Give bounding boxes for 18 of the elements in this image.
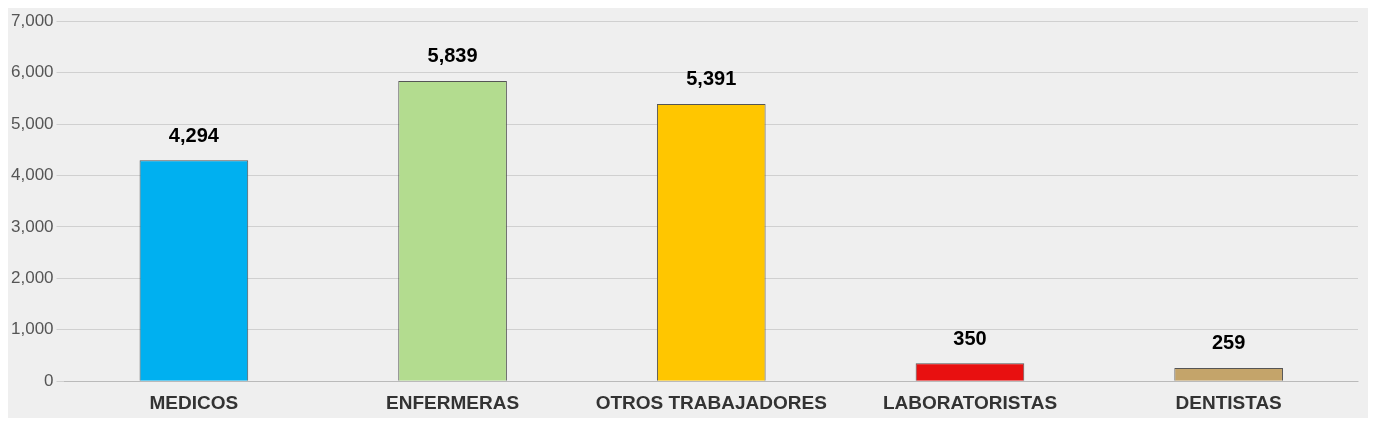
data-label: 5,391 <box>686 67 737 90</box>
x-tick-label: ENFERMERAS <box>386 391 520 413</box>
x-tick-label: OTROS TRABAJADORES <box>595 391 827 413</box>
y-tick-label: 7,000 <box>10 10 54 30</box>
x-tick-label: MEDICOS <box>149 391 239 413</box>
y-tick-label: 6,000 <box>10 62 54 82</box>
y-tick-label: 1,000 <box>10 319 54 339</box>
y-tick-label: 0 <box>44 370 54 390</box>
x-tick-label: DENTISTAS <box>1175 391 1282 413</box>
y-tick-label: 2,000 <box>10 268 54 288</box>
data-label: 259 <box>1211 331 1246 354</box>
data-label: 5,839 <box>427 44 478 67</box>
data-label: 350 <box>953 326 987 349</box>
y-tick-label: 5,000 <box>10 113 54 133</box>
y-tick-label: 3,000 <box>10 216 54 236</box>
y-tick-label: 4,000 <box>10 165 54 185</box>
data-label: 4,294 <box>168 123 220 146</box>
x-tick-label: LABORATORISTAS <box>882 391 1058 413</box>
